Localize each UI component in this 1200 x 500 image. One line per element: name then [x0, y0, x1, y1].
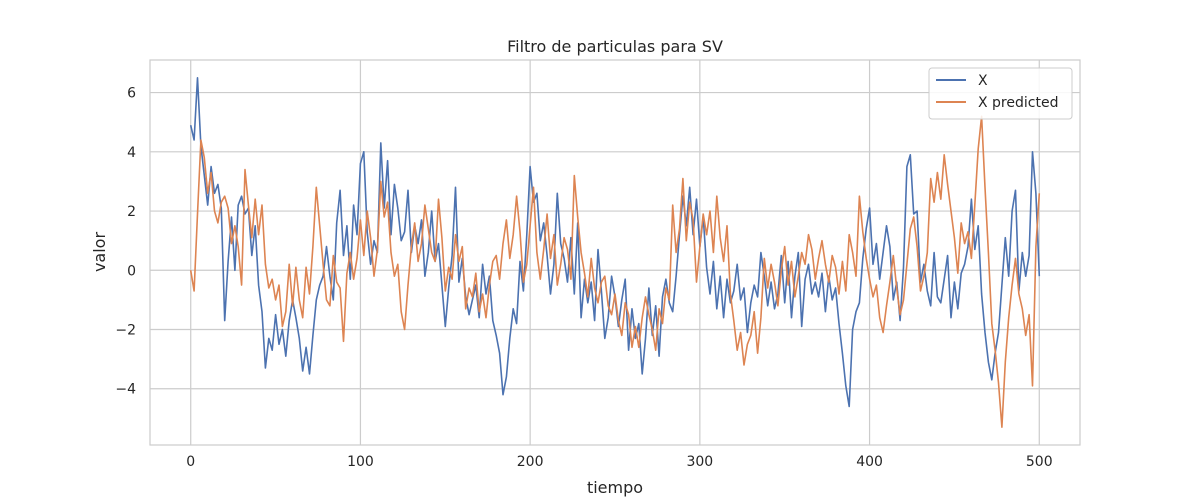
- x-tick-label: 400: [856, 454, 883, 470]
- x-tick-label: 200: [517, 454, 544, 470]
- legend-box: [928, 67, 1073, 120]
- y-tick-label: 2: [127, 204, 136, 220]
- tick-labels: 0 100 200 300 400 500 −4 −2 0 2 4 6: [115, 86, 1052, 470]
- legend-label-x-predicted: X predicted: [978, 95, 1058, 111]
- x-tick-label: 0: [186, 454, 195, 470]
- grid-lines: [150, 60, 1080, 445]
- series-lines: [189, 77, 1041, 428]
- x-tick-label: 100: [347, 454, 374, 470]
- plot-frame: [149, 59, 1081, 446]
- y-tick-label: 4: [127, 145, 136, 161]
- legend-label-x: X: [978, 73, 988, 89]
- y-tick-label: 0: [127, 263, 136, 279]
- x-tick-label: 500: [1026, 454, 1053, 470]
- series-line-x-predicted: [189, 115, 1041, 428]
- y-axis-label: valor: [90, 232, 109, 273]
- y-tick-label: −4: [115, 382, 136, 398]
- plot-background: [150, 60, 1080, 445]
- legend: X X predicted: [928, 67, 1073, 120]
- y-tick-label: −2: [115, 323, 136, 339]
- chart-title: Filtro de particulas para SV: [507, 37, 723, 56]
- x-tick-label: 300: [686, 454, 713, 470]
- x-axis-label: tiempo: [587, 478, 643, 497]
- y-tick-label: 6: [127, 86, 136, 102]
